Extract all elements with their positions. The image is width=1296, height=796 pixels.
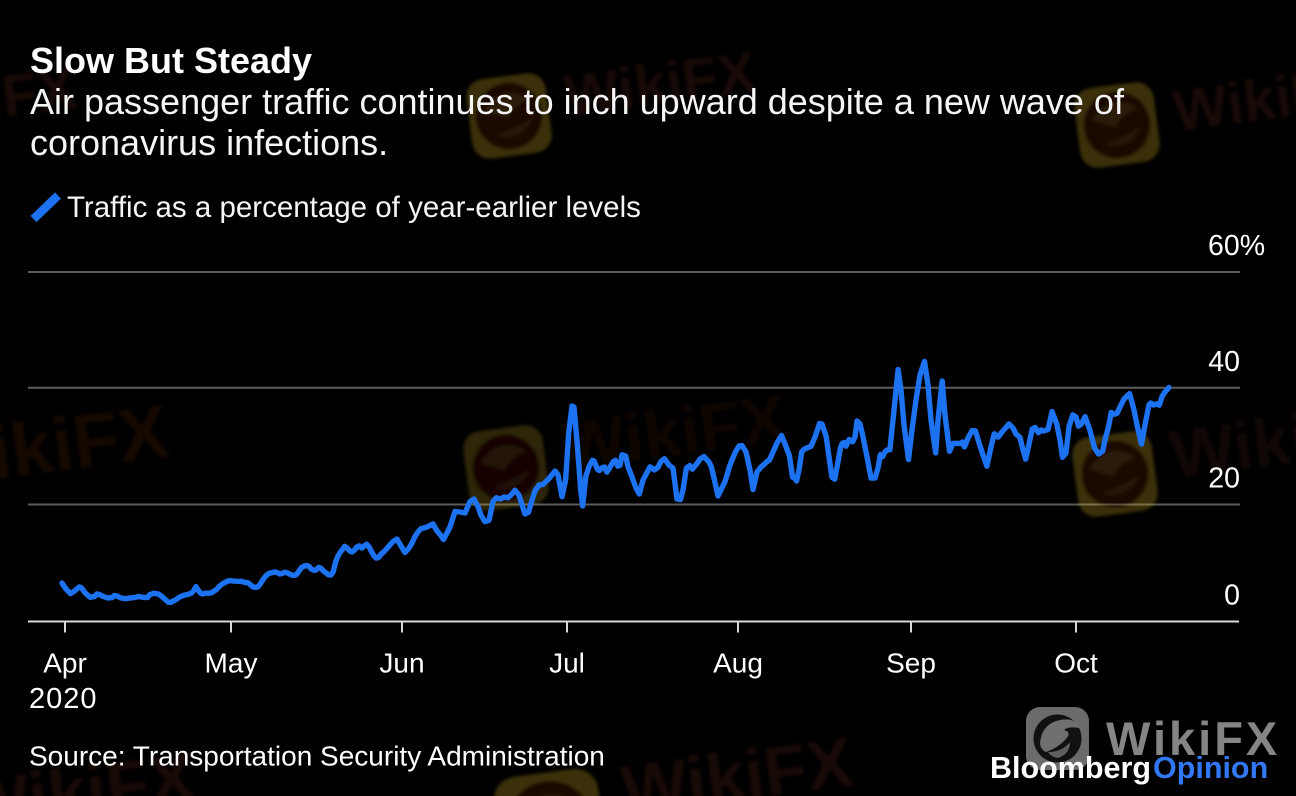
svg-text:60%: 60% (1208, 230, 1265, 262)
svg-text:Jun: Jun (379, 648, 424, 679)
svg-text:Sep: Sep (886, 648, 936, 679)
svg-text:Slow But Steady: Slow But Steady (30, 40, 312, 81)
svg-text:Opinion: Opinion (1153, 751, 1268, 785)
svg-text:Jul: Jul (549, 648, 585, 679)
svg-text:May: May (205, 648, 258, 679)
svg-text:Bloomberg: Bloomberg (990, 751, 1151, 785)
svg-text:Source: Transportation Securit: Source: Transportation Security Administ… (29, 741, 605, 772)
svg-text:Air passenger traffic continue: Air passenger traffic continues to inch … (30, 81, 1125, 122)
svg-text:Traffic as a percentage of yea: Traffic as a percentage of year-earlier … (67, 191, 641, 224)
svg-text:WikiFX: WikiFX (1106, 712, 1280, 765)
svg-text:Oct: Oct (1054, 648, 1098, 679)
svg-text:0: 0 (1224, 580, 1240, 612)
svg-text:20: 20 (1208, 463, 1240, 495)
svg-text:coronavirus infections.: coronavirus infections. (30, 122, 388, 163)
svg-text:Apr: Apr (43, 648, 87, 679)
svg-text:40: 40 (1208, 346, 1240, 378)
svg-text:2020: 2020 (29, 683, 98, 715)
svg-text:Aug: Aug (713, 648, 763, 679)
